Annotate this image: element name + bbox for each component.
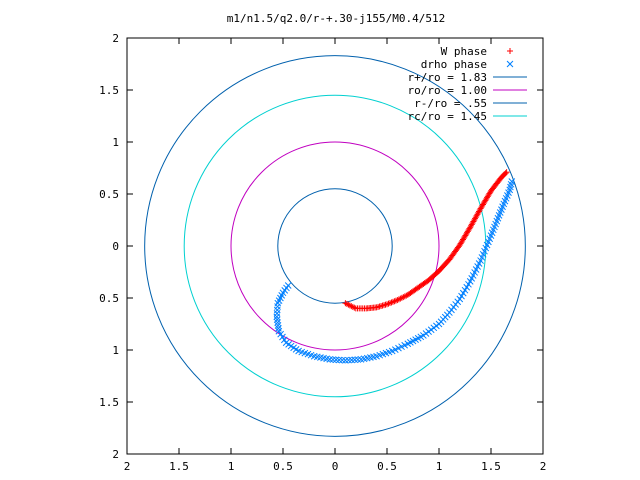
cross-marker	[274, 319, 281, 326]
cross-marker	[310, 352, 318, 360]
cross-marker	[273, 316, 281, 323]
legend-label: W phase	[441, 45, 487, 58]
y-tick-label: 0	[112, 240, 119, 253]
cross-marker	[313, 353, 321, 361]
cross-marker	[285, 341, 292, 348]
cross-marker	[292, 346, 300, 353]
x-tick-label: 0.5	[273, 460, 293, 473]
cross-marker	[275, 325, 282, 332]
cross-marker	[273, 313, 281, 321]
legend-label: ro/ro = 1.00	[408, 84, 487, 97]
y-tick-label: 1	[112, 136, 119, 149]
circle-series	[277, 188, 393, 304]
cross-marker	[307, 351, 315, 359]
cross-marker	[506, 60, 514, 68]
points-layer	[273, 169, 516, 364]
cross-marker	[323, 355, 331, 363]
cross-marker	[338, 356, 346, 364]
y-tick-label: 1.5	[99, 396, 119, 409]
cross-marker	[304, 350, 312, 358]
cross-marker	[290, 344, 297, 352]
cross-marker	[326, 356, 334, 363]
point-series	[273, 178, 516, 364]
cross-marker	[275, 327, 283, 335]
x-tick-label: 0	[332, 460, 339, 473]
legend-label: rc/ro = 1.45	[408, 110, 487, 123]
circle-series	[230, 141, 440, 351]
x-tick-label: 1	[228, 460, 235, 473]
point-series	[342, 169, 510, 312]
ticks-layer: 2 1.5 1 0.5 0 0.5 1 1.5 221.510.500.511.52	[99, 32, 546, 473]
cross-marker	[277, 330, 285, 338]
cross-marker	[335, 356, 343, 364]
cross-marker	[282, 339, 290, 347]
y-tick-label: 0.5	[99, 188, 119, 201]
y-tick-label: 1	[112, 344, 119, 357]
cross-marker	[329, 356, 337, 363]
circle-series	[144, 55, 526, 437]
legend-label: r+/ro = 1.83	[408, 71, 487, 84]
cross-marker	[508, 178, 516, 185]
x-tick-label: 2	[540, 460, 547, 473]
y-tick-label: 0.5	[99, 292, 119, 305]
x-tick-label: 1.5	[169, 460, 189, 473]
cross-marker	[332, 356, 340, 364]
cross-marker	[298, 348, 306, 356]
cross-marker	[295, 347, 302, 355]
y-tick-label: 1.5	[99, 84, 119, 97]
y-tick-label: 2	[112, 32, 119, 45]
cross-marker	[279, 333, 286, 341]
legend-label: drho phase	[421, 58, 487, 71]
cross-marker	[287, 342, 295, 350]
cross-marker	[301, 349, 309, 357]
legend-label: r-/ro = .55	[414, 97, 487, 110]
y-tick-label: 2	[112, 448, 119, 461]
cross-marker	[320, 354, 327, 362]
x-tick-label: 1	[436, 460, 443, 473]
chart-title: m1/n1.5/q2.0/r-+.30-j155/M0.4/512	[227, 12, 446, 25]
x-tick-label: 2	[124, 460, 131, 473]
cross-marker	[274, 322, 282, 329]
cross-marker	[317, 354, 324, 361]
cross-marker	[280, 336, 288, 344]
circle-series	[183, 94, 487, 398]
x-tick-label: 1.5	[481, 460, 501, 473]
x-tick-label: 0.5	[377, 460, 397, 473]
